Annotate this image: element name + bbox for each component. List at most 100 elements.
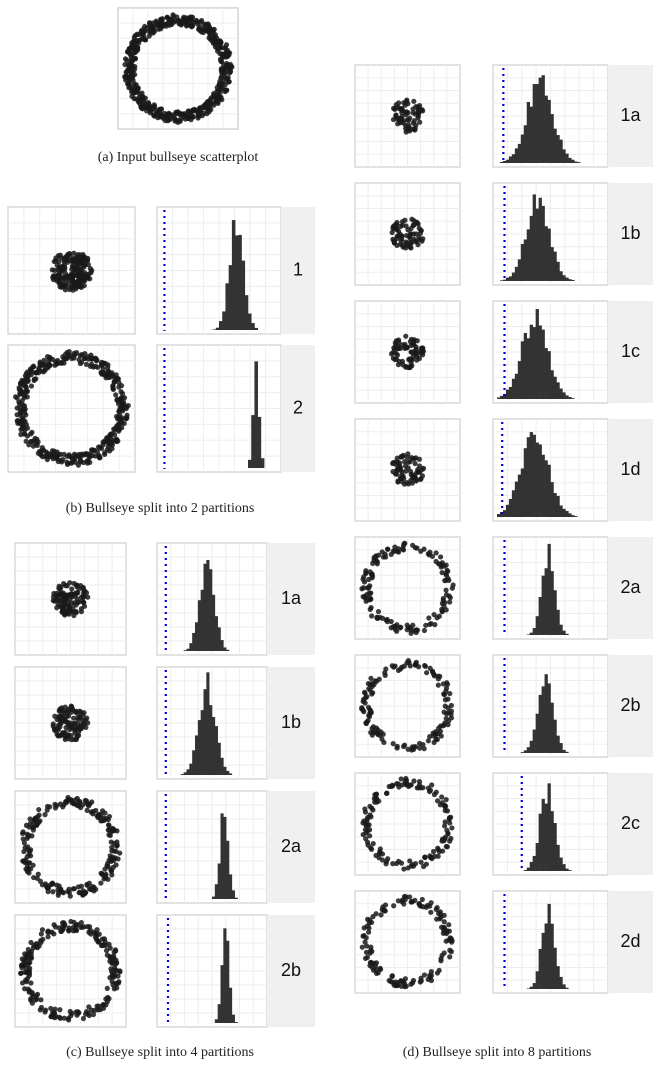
point — [28, 383, 35, 389]
point — [415, 104, 421, 110]
point — [362, 695, 369, 701]
point — [370, 690, 376, 696]
point — [441, 691, 447, 697]
histogram-bar — [251, 415, 255, 468]
point — [73, 602, 79, 608]
point — [411, 98, 417, 104]
point — [82, 588, 88, 594]
histogram-bar — [520, 134, 525, 163]
point — [382, 672, 388, 678]
histogram-bar — [517, 474, 522, 517]
histogram-bar — [200, 589, 204, 651]
point — [398, 223, 404, 229]
point — [46, 357, 52, 364]
histogram-bar — [502, 394, 507, 399]
point — [81, 355, 88, 362]
point — [397, 460, 403, 466]
histogram-bar — [514, 373, 519, 399]
point — [388, 351, 395, 357]
point — [68, 918, 74, 925]
point — [42, 812, 48, 818]
histogram-bar — [550, 482, 554, 517]
histogram-bar — [234, 1021, 238, 1023]
point — [43, 1007, 49, 1013]
point — [447, 599, 453, 605]
histogram-bar — [550, 702, 554, 753]
point — [100, 360, 106, 366]
histogram-bar — [541, 575, 545, 635]
point — [436, 910, 442, 917]
histogram-bar — [562, 630, 566, 635]
histogram-bar — [248, 459, 252, 468]
point — [443, 587, 449, 593]
panel-label: 2d — [620, 931, 640, 951]
panel-label: 1 — [293, 259, 303, 279]
strip — [608, 891, 653, 993]
point — [411, 778, 417, 784]
histogram-bar — [229, 773, 233, 775]
point — [399, 342, 405, 348]
point — [401, 742, 408, 748]
point — [62, 351, 69, 358]
strip — [608, 419, 653, 521]
point — [103, 815, 109, 822]
histogram-bar — [559, 505, 563, 517]
histogram-bar — [257, 416, 262, 468]
point — [38, 452, 44, 458]
point — [106, 832, 112, 838]
point — [418, 978, 424, 984]
point — [368, 947, 374, 953]
point — [414, 785, 420, 791]
point — [442, 720, 448, 726]
point — [227, 69, 234, 75]
point — [81, 277, 87, 283]
histogram-bar — [547, 783, 551, 871]
panel-label: 1b — [620, 223, 640, 243]
point — [447, 820, 453, 826]
point — [383, 861, 389, 867]
point — [131, 44, 137, 50]
point — [381, 907, 387, 913]
point — [195, 115, 201, 121]
histogram-bar — [529, 324, 533, 399]
point — [218, 75, 224, 81]
point — [446, 718, 452, 724]
point — [397, 231, 403, 237]
histogram-bar — [529, 632, 533, 635]
point — [226, 79, 232, 85]
point — [38, 939, 44, 945]
point — [150, 25, 157, 32]
point — [92, 453, 99, 459]
histogram-bar — [544, 95, 548, 163]
histogram-bar — [532, 327, 536, 399]
point — [117, 968, 123, 974]
point — [42, 365, 49, 371]
histogram-bar — [535, 309, 539, 399]
point — [394, 745, 400, 751]
point — [369, 725, 375, 732]
point — [86, 803, 92, 809]
point — [79, 451, 85, 457]
histogram-bar — [499, 395, 504, 399]
point — [22, 845, 28, 851]
point — [78, 722, 84, 728]
point — [37, 818, 43, 824]
point — [361, 579, 368, 585]
point — [121, 395, 128, 401]
point — [111, 949, 117, 955]
histogram-bar — [553, 823, 557, 871]
panel-label: 2a — [620, 577, 641, 597]
point — [57, 886, 63, 892]
point — [54, 882, 60, 888]
histogram-bar — [532, 434, 536, 517]
point — [102, 370, 108, 376]
point — [96, 453, 102, 459]
point — [408, 245, 414, 251]
point — [398, 624, 404, 630]
point — [439, 952, 445, 958]
point — [117, 850, 123, 856]
point — [78, 805, 84, 811]
point — [448, 835, 454, 842]
histogram-bar — [538, 948, 542, 989]
point — [75, 884, 81, 890]
